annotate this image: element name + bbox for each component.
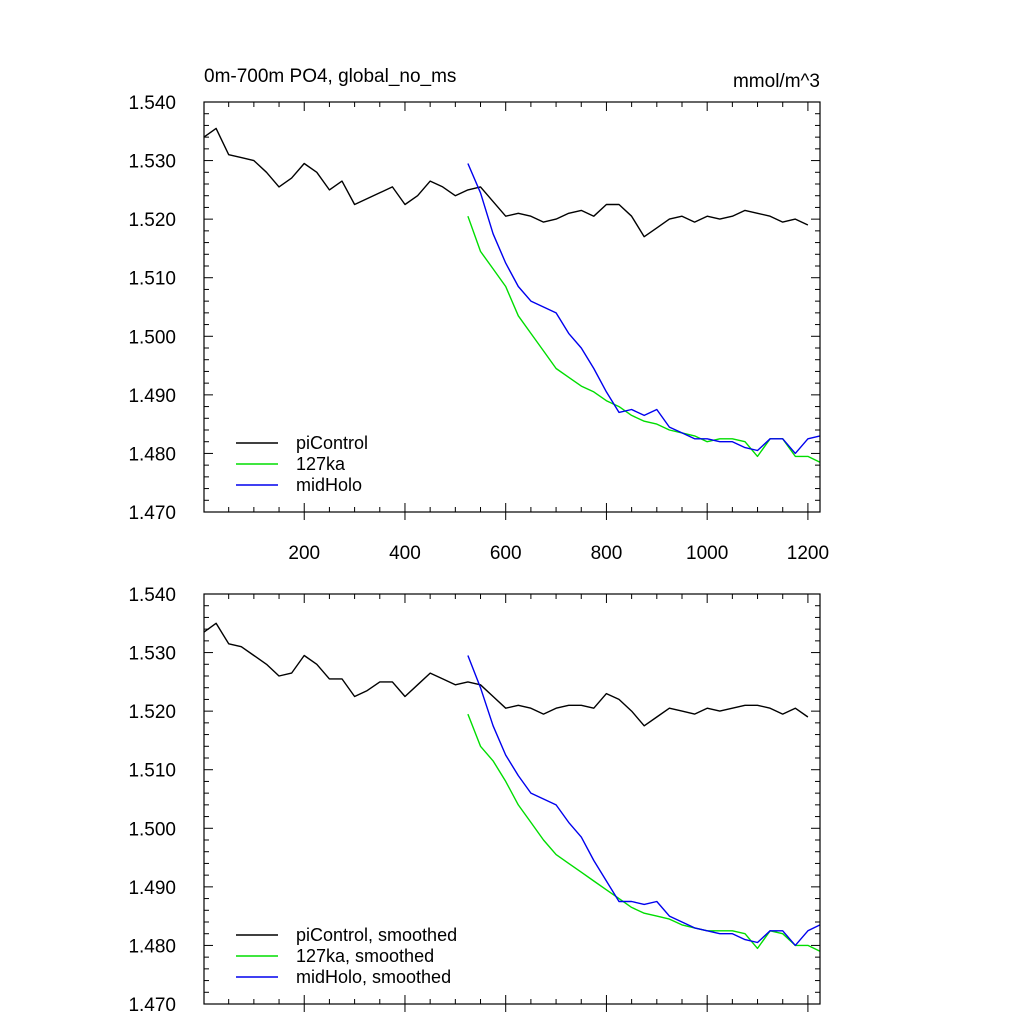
bottom-y-tick-label: 1.510 xyxy=(128,761,176,782)
top-x-tick-label: 200 xyxy=(288,543,320,564)
bottom-legend-label-1: piControl, smoothed xyxy=(296,925,457,945)
bottom-series-line-3 xyxy=(467,655,821,947)
bottom-y-tick-label: 1.540 xyxy=(128,585,176,606)
top-title-right: mmol/m^3 xyxy=(733,71,820,92)
top-title-left: 0m-700m PO4, global_no_ms xyxy=(204,66,456,87)
bottom-series-line-2 xyxy=(467,713,821,952)
bottom-y-tick-label: 1.480 xyxy=(128,936,176,957)
bottom-series-layer xyxy=(203,622,821,952)
top-y-tick-label: 1.520 xyxy=(128,210,176,231)
bottom-tick-layer: 1.470 1.480 1.490 1.500 1.510 1.520 1.530 1.540 xyxy=(128,585,820,1016)
bottom-plot-frame xyxy=(203,593,821,1005)
bottom-y-tick-label: 1.520 xyxy=(128,702,176,723)
top-series-line-2 xyxy=(467,215,821,463)
top-x-tick-label: 800 xyxy=(591,543,623,564)
top-panel: 0m-700m PO4, global_no_ms mmol/m^3 1.470… xyxy=(128,66,829,564)
top-y-tick-label: 1.510 xyxy=(128,269,176,290)
top-plot-frame xyxy=(203,101,821,513)
top-x-tick-label: 1000 xyxy=(686,543,728,564)
top-legend-label-2: 127ka xyxy=(296,454,346,474)
top-series-line-1 xyxy=(203,127,809,238)
top-series-line-3 xyxy=(467,163,821,455)
top-legend-label-1: piControl xyxy=(296,433,368,453)
top-series-layer xyxy=(203,127,821,463)
bottom-y-tick-label: 1.470 xyxy=(128,995,176,1016)
top-y-tick-label: 1.490 xyxy=(128,386,176,407)
top-y-tick-label: 1.500 xyxy=(128,327,176,348)
top-y-tick-label: 1.530 xyxy=(128,152,176,173)
top-legend-label-3: midHolo xyxy=(296,475,362,495)
bottom-series-line-1 xyxy=(203,622,809,727)
top-y-tick-label: 1.480 xyxy=(128,444,176,465)
bottom-legend-label-2: 127ka, smoothed xyxy=(296,946,434,966)
bottom-legend-label-3: midHolo, smoothed xyxy=(296,967,451,987)
top-tick-layer: 1.470 1.480 1.490 1.500 1.510 1.520 1.530 1.540… xyxy=(128,93,829,564)
bottom-y-tick-label: 1.530 xyxy=(128,644,176,665)
bottom-panel: 1.470 1.480 1.490 1.500 1.510 1.520 1.530 1.540… xyxy=(128,585,821,1016)
top-x-tick-label: 600 xyxy=(490,543,522,564)
top-y-tick-label: 1.470 xyxy=(128,503,176,524)
bottom-y-tick-label: 1.490 xyxy=(128,878,176,899)
bottom-y-tick-label: 1.500 xyxy=(128,819,176,840)
top-y-tick-label: 1.540 xyxy=(128,93,176,114)
top-x-tick-label: 400 xyxy=(389,543,421,564)
top-x-tick-label: 1200 xyxy=(787,543,829,564)
